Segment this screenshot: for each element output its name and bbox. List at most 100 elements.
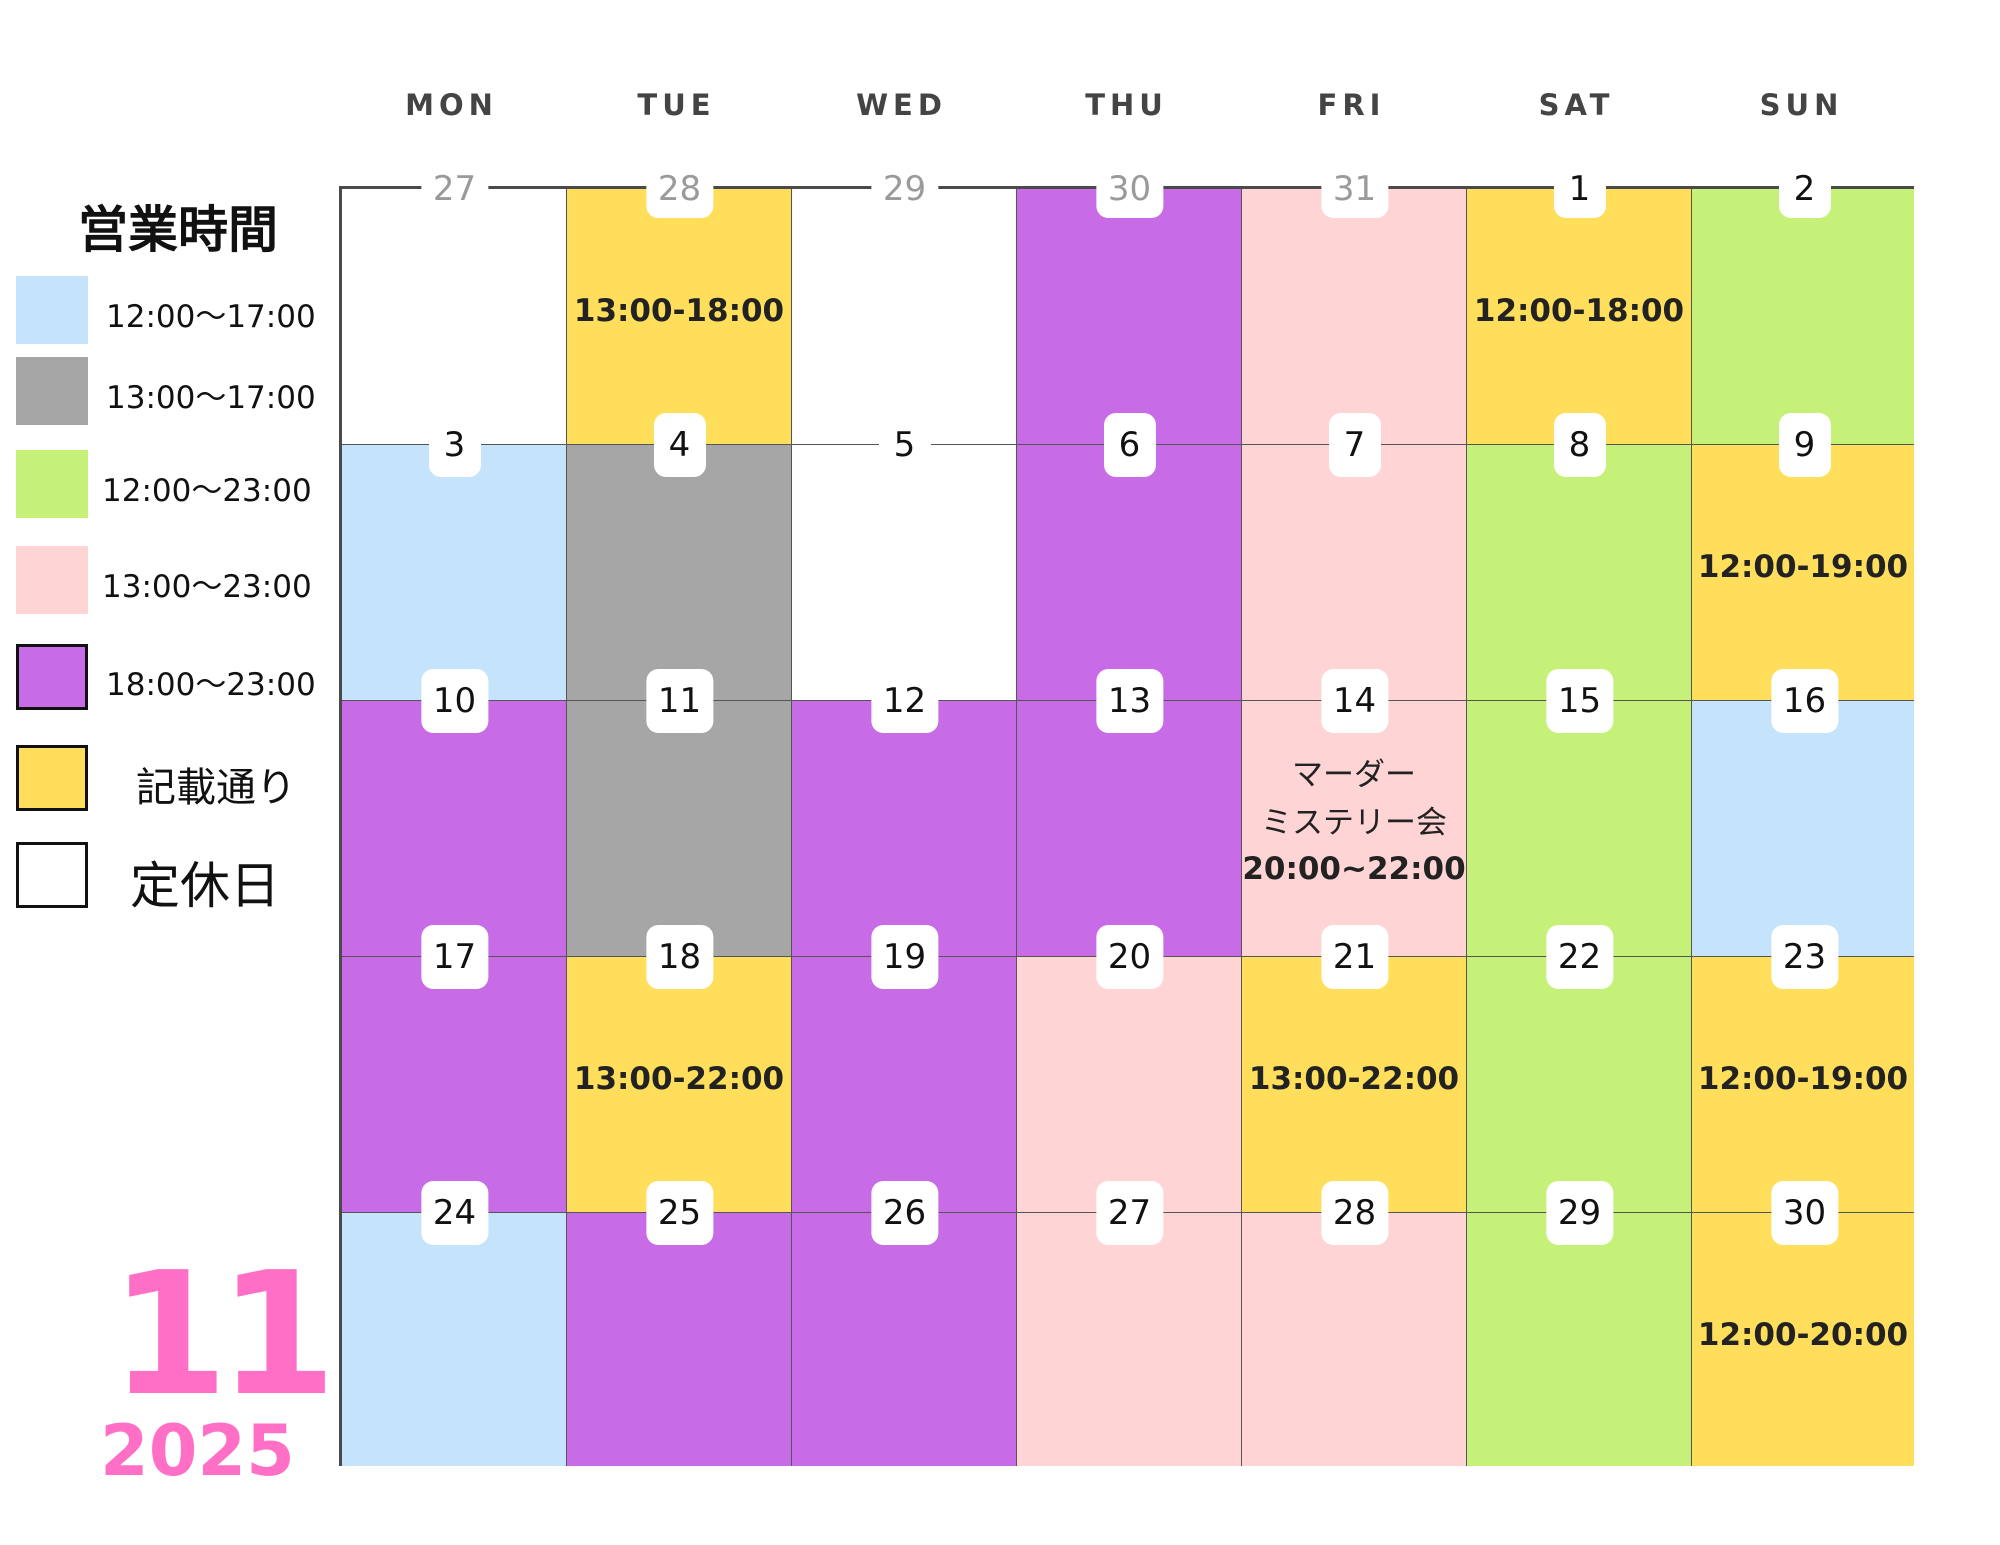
day-cell (1467, 701, 1692, 957)
day-cell (342, 445, 567, 701)
date-label: 30 (1770, 1181, 1839, 1245)
weekday-header-sun: SUN (1759, 88, 1844, 122)
date-label: 5 (878, 413, 931, 477)
legend-label-purple: 18:00〜23:00 (106, 667, 316, 703)
legend-swatch-pink (16, 546, 88, 614)
day-cell: 12:00-19:00 (1692, 957, 1914, 1213)
date-label: 23 (1770, 925, 1839, 989)
day-cell (1242, 189, 1467, 445)
day-cell: 13:00-22:00 (567, 957, 792, 1213)
year-number: 2025 (100, 1410, 295, 1492)
weekday-header-fri: FRI (1317, 88, 1386, 122)
day-cell (1017, 1213, 1242, 1466)
date-label: 21 (1320, 925, 1389, 989)
opening-hours: 12:00-19:00 (1697, 549, 1909, 585)
date-label: 9 (1778, 413, 1831, 477)
day-cell (792, 1213, 1017, 1466)
day-cell (1017, 701, 1242, 957)
day-cell: 13:00-22:00 (1242, 957, 1467, 1213)
date-label-previous-month: 30 (1095, 160, 1164, 218)
legend-label-green: 12:00〜23:00 (102, 473, 312, 509)
weekday-header-tue: TUE (637, 88, 716, 122)
date-label: 13 (1095, 669, 1164, 733)
day-cell (792, 189, 1017, 445)
date-label: 25 (645, 1181, 714, 1245)
day-cell: 13:00-18:00 (567, 189, 792, 445)
legend-swatch-green (16, 450, 88, 518)
day-cell (567, 1213, 792, 1466)
date-label-previous-month: 31 (1320, 160, 1389, 218)
day-cell (1017, 445, 1242, 701)
weekday-header-mon: MON (405, 88, 498, 122)
date-label: 29 (1545, 1181, 1614, 1245)
date-label: 4 (653, 413, 706, 477)
date-label: 3 (428, 413, 481, 477)
opening-hours: 13:00-22:00 (1248, 1061, 1460, 1097)
date-label: 7 (1328, 413, 1381, 477)
date-label: 18 (645, 925, 714, 989)
date-label-previous-month: 29 (870, 160, 939, 218)
date-label: 1 (1553, 160, 1606, 218)
date-label: 22 (1545, 925, 1614, 989)
date-label: 8 (1553, 413, 1606, 477)
opening-hours: 12:00-19:00 (1697, 1061, 1909, 1097)
opening-hours: 13:00-18:00 (573, 293, 785, 329)
legend-swatch-gray (16, 357, 88, 425)
date-label-previous-month: 28 (645, 160, 714, 218)
legend-swatch-purple (16, 644, 88, 710)
day-cell (792, 445, 1017, 701)
day-cell (792, 701, 1017, 957)
legend-label-gray: 13:00〜17:00 (106, 380, 316, 416)
date-label: 17 (420, 925, 489, 989)
date-label: 27 (1095, 1181, 1164, 1245)
date-label: 28 (1320, 1181, 1389, 1245)
date-label: 15 (1545, 669, 1614, 733)
date-label: 20 (1095, 925, 1164, 989)
legend-title: 営業時間 (78, 201, 278, 259)
date-label: 2 (1778, 160, 1831, 218)
day-cell: 12:00-19:00 (1692, 445, 1914, 701)
event-note-line2: ミステリー会 (1261, 805, 1447, 841)
day-cell (342, 189, 567, 445)
legend-label-blue: 12:00〜17:00 (106, 299, 316, 335)
day-cell (792, 957, 1017, 1213)
date-label: 11 (645, 669, 714, 733)
opening-hours: 13:00-22:00 (573, 1061, 785, 1097)
day-cell: 12:00-20:00 (1692, 1213, 1914, 1466)
day-cell (342, 701, 567, 957)
date-label: 6 (1103, 413, 1156, 477)
day-cell (342, 1213, 567, 1466)
legend-swatch-blue (16, 276, 88, 344)
date-label: 10 (420, 669, 489, 733)
day-cell (567, 701, 792, 957)
day-cell: マーダー ミステリー会 20:00~22:00 (1242, 701, 1467, 957)
legend-swatch-yellow (16, 745, 88, 811)
weekday-header-sat: SAT (1538, 88, 1615, 122)
day-cell: 12:00-18:00 (1467, 189, 1692, 445)
opening-hours: 12:00-18:00 (1473, 293, 1685, 329)
day-cell (1692, 701, 1914, 957)
day-cell (1017, 957, 1242, 1213)
day-cell (1242, 1213, 1467, 1466)
legend-label-white: 定休日 (130, 857, 280, 915)
opening-hours: 12:00-20:00 (1697, 1317, 1909, 1353)
day-cell (1692, 189, 1914, 445)
day-cell (342, 957, 567, 1213)
date-label: 19 (870, 925, 939, 989)
event-note-line1: マーダー (1292, 757, 1416, 793)
weekday-header-wed: WED (856, 88, 947, 122)
day-cell (567, 445, 792, 701)
date-label: 16 (1770, 669, 1839, 733)
date-label-previous-month: 27 (420, 160, 489, 218)
date-label: 24 (420, 1181, 489, 1245)
legend-label-yellow: 記載通り (136, 765, 296, 811)
weekday-header-thu: THU (1085, 88, 1168, 122)
calendar-grid: 27 13:00-18:00 28 29 30 31 12:00-18:00 1 2 3 4 5 6 7 8… (339, 160, 1914, 1466)
day-cell (1242, 445, 1467, 701)
date-label: 12 (870, 669, 939, 733)
month-number: 11 (110, 1236, 337, 1434)
day-cell (1017, 189, 1242, 445)
day-cell (1467, 957, 1692, 1213)
legend-swatch-white (16, 842, 88, 908)
day-cell (1467, 1213, 1692, 1466)
